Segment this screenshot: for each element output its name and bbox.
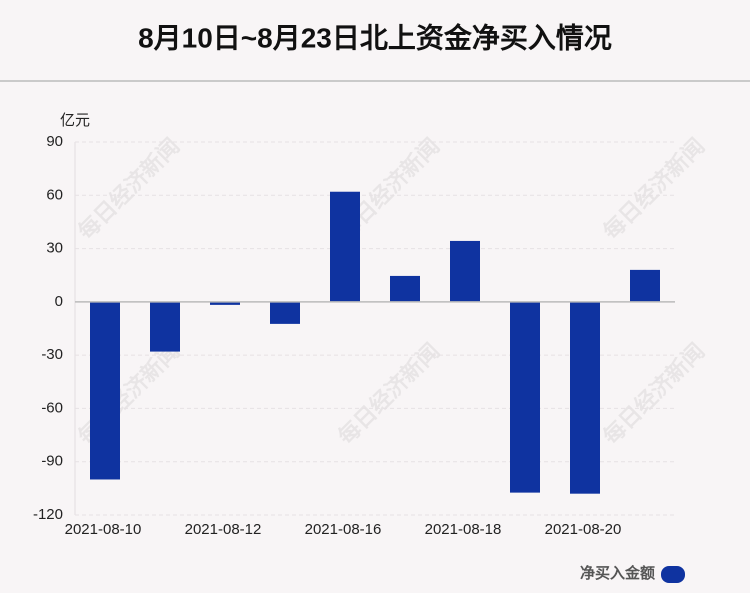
y-tick-label: -60 bbox=[41, 399, 63, 416]
bar bbox=[150, 301, 180, 352]
bar bbox=[570, 301, 600, 494]
bar bbox=[210, 301, 240, 305]
x-tick-label: 2021-08-16 bbox=[305, 521, 382, 538]
x-tick-label: 2021-08-18 bbox=[425, 521, 502, 538]
bar bbox=[510, 301, 540, 493]
x-tick-label: 2021-08-20 bbox=[545, 521, 622, 538]
y-tick-label: 30 bbox=[46, 240, 63, 257]
legend-swatch bbox=[661, 566, 685, 583]
y-tick-label: 90 bbox=[46, 133, 63, 150]
y-tick-label: 0 bbox=[55, 293, 63, 310]
watermark: 每日经济新闻 bbox=[73, 133, 184, 244]
chart-title: 8月10日~8月23日北上资金净买入情况 bbox=[138, 21, 612, 53]
x-tick-label: 2021-08-10 bbox=[65, 521, 142, 538]
bar bbox=[270, 301, 300, 324]
y-tick-label: 60 bbox=[46, 186, 63, 203]
watermark: 每日经济新闻 bbox=[598, 133, 709, 244]
legend-label: 净买入金额 bbox=[580, 564, 655, 582]
y-tick-label: -120 bbox=[33, 506, 63, 523]
bar bbox=[450, 240, 480, 302]
y-tick-label: -90 bbox=[41, 453, 63, 470]
y-unit: 亿元 bbox=[60, 112, 90, 129]
y-tick-label: -30 bbox=[41, 346, 63, 363]
bar bbox=[90, 301, 120, 480]
bar bbox=[390, 275, 420, 302]
bar bbox=[630, 269, 660, 302]
bar bbox=[330, 191, 360, 302]
x-tick-label: 2021-08-12 bbox=[185, 521, 262, 538]
